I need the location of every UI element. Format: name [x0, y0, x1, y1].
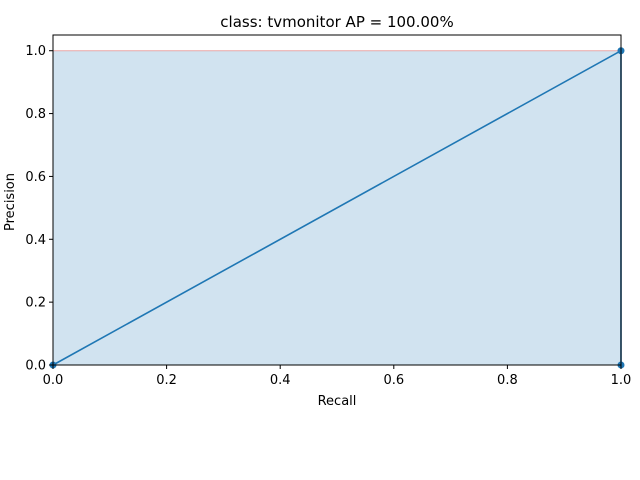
x-tick-label: 1.0 — [611, 373, 632, 388]
x-tick-label: 0.0 — [43, 373, 64, 388]
y-tick-label: 1.0 — [25, 44, 46, 59]
y-tick-label: 0.8 — [25, 107, 46, 122]
x-tick-label: 0.4 — [270, 373, 291, 388]
chart-title: class: tvmonitor AP = 100.00% — [220, 13, 453, 31]
y-axis-title: Precision — [3, 173, 18, 231]
y-tick-label: 0.2 — [25, 296, 46, 311]
plot-area: 0.0 0.2 0.4 0.6 0.8 1.0 0.0 0.2 0.4 0.6 0.8 1.0 — [25, 34, 632, 388]
x-tick-label: 0.2 — [156, 373, 177, 388]
y-tick-label: 0.4 — [25, 233, 46, 248]
x-tick-label: 0.8 — [497, 373, 518, 388]
y-tick-label: 0.6 — [25, 170, 46, 185]
x-tick-label: 0.6 — [383, 373, 404, 388]
plot-frame — [52, 34, 622, 366]
y-tick-label: 0.0 — [25, 359, 46, 374]
x-axis-title: Recall — [318, 394, 357, 409]
